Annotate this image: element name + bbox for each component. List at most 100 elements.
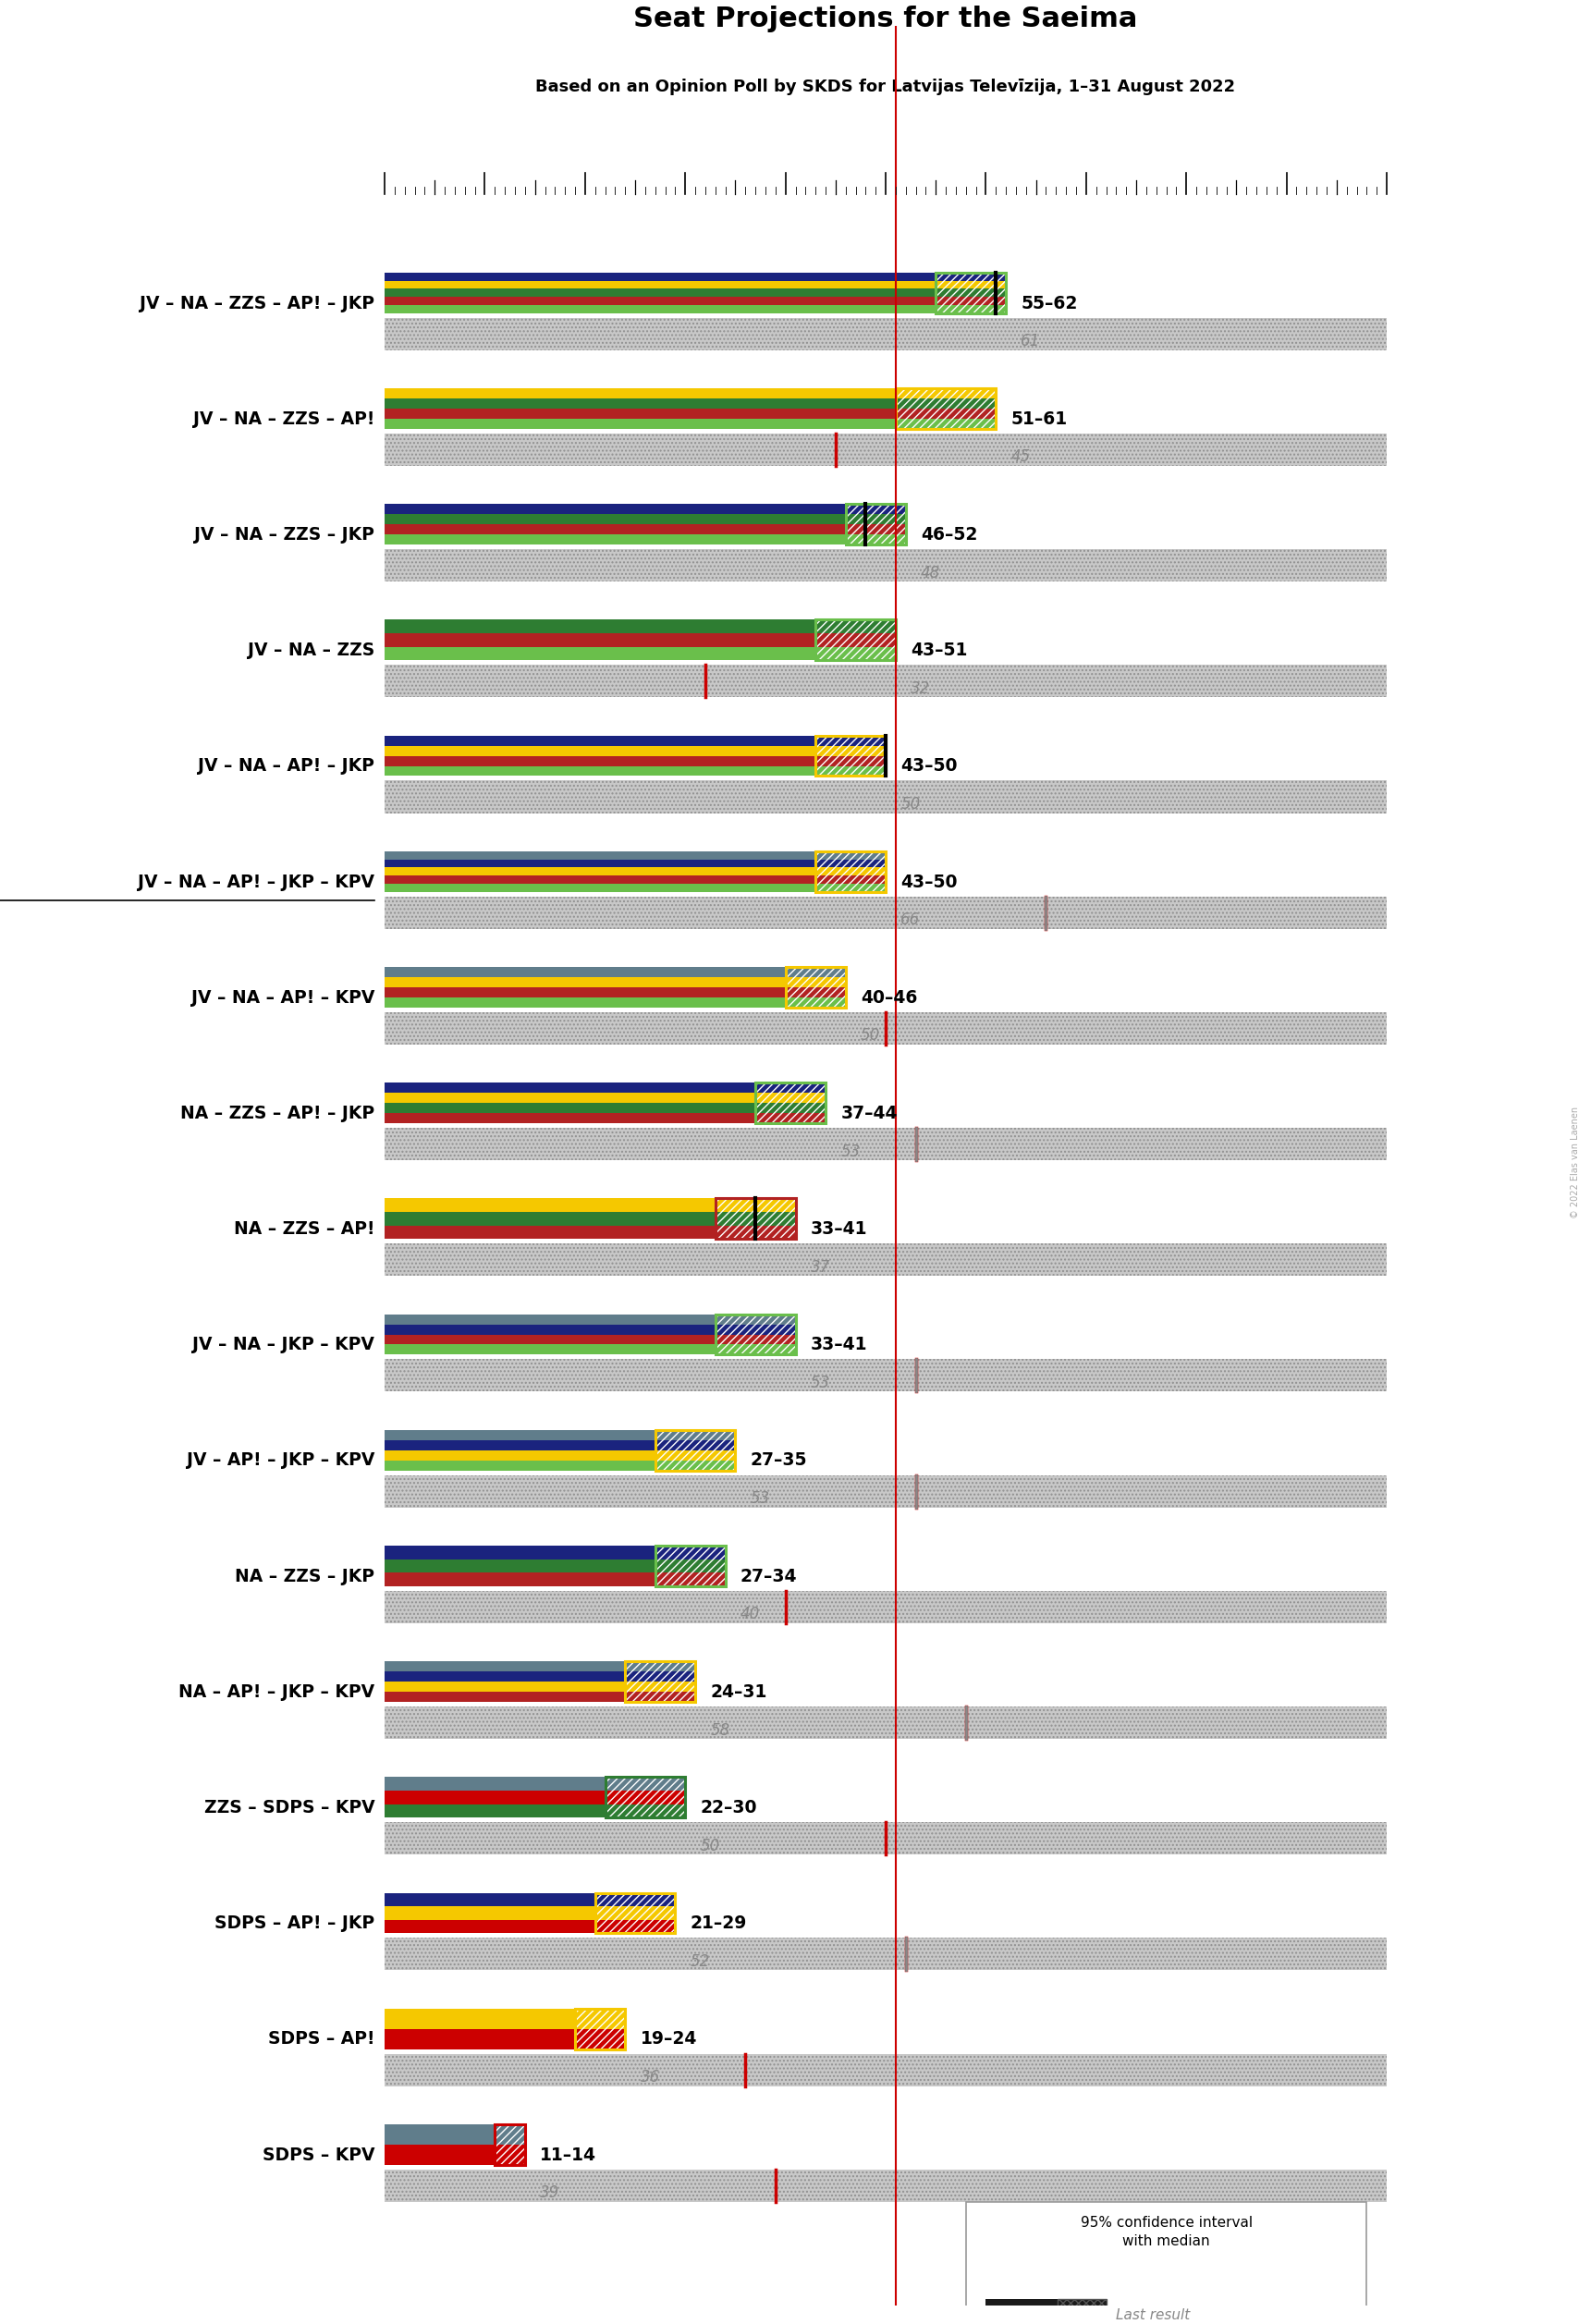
Bar — [385, 535, 905, 544]
Text: Based on an Opinion Poll by SKDS for Latvijas Televīzija, 1–31 August 2022: Based on an Opinion Poll by SKDS for Lat… — [536, 79, 1236, 95]
Bar — [385, 435, 1387, 465]
Bar — [385, 1459, 735, 1471]
Bar — [385, 734, 886, 746]
Bar — [655, 1545, 725, 1559]
Bar — [385, 1092, 826, 1104]
Bar — [716, 1225, 796, 1239]
Bar — [385, 514, 905, 525]
Bar — [385, 525, 905, 535]
Bar — [816, 767, 886, 776]
Bar — [816, 746, 886, 755]
Bar — [385, 288, 1006, 297]
Bar — [816, 876, 886, 883]
Text: 19–24: 19–24 — [640, 2031, 697, 2047]
Text: 53: 53 — [840, 1143, 861, 1160]
Bar — [385, 435, 1387, 465]
Bar — [786, 997, 845, 1009]
Bar — [786, 976, 845, 988]
Text: 48: 48 — [921, 565, 940, 581]
Bar — [385, 1334, 796, 1346]
Bar — [845, 535, 905, 544]
Bar — [385, 1104, 826, 1113]
Bar — [385, 409, 996, 418]
Bar — [385, 665, 1387, 697]
Bar — [845, 525, 905, 535]
Bar — [385, 1325, 796, 1334]
Bar — [816, 634, 896, 646]
Bar — [756, 1083, 826, 1122]
Bar — [816, 876, 886, 883]
Text: 11–14: 11–14 — [539, 2145, 597, 2164]
Bar — [385, 304, 1006, 314]
Bar — [495, 2124, 525, 2164]
Bar — [655, 1573, 725, 1585]
Bar — [896, 397, 996, 409]
Bar — [605, 1789, 686, 1803]
Text: Last result: Last result — [1117, 2308, 1190, 2322]
Bar — [655, 1429, 735, 1471]
Bar — [385, 1199, 796, 1211]
Bar — [845, 525, 905, 535]
Bar — [385, 1683, 695, 1692]
Text: JV – NA – AP! – JKP – KPV: JV – NA – AP! – JKP – KPV — [138, 874, 374, 890]
Bar — [816, 851, 886, 860]
Bar — [385, 867, 886, 876]
Bar — [625, 1662, 695, 1671]
Text: 46–52: 46–52 — [921, 525, 977, 544]
Bar — [574, 2008, 625, 2029]
Bar — [896, 418, 996, 430]
Bar — [595, 1892, 675, 1906]
Bar — [845, 514, 905, 525]
Bar — [574, 2008, 625, 2050]
Bar — [385, 1573, 725, 1585]
Bar — [816, 860, 886, 867]
Bar — [605, 1803, 686, 1817]
Text: 66: 66 — [901, 911, 920, 927]
Text: 33–41: 33–41 — [810, 1220, 867, 1239]
Text: NA – ZZS – AP!: NA – ZZS – AP! — [234, 1220, 374, 1239]
Text: 45: 45 — [1010, 449, 1031, 465]
Bar — [385, 281, 1006, 288]
Bar — [385, 2168, 1387, 2201]
Bar — [385, 1789, 686, 1803]
Bar — [625, 1671, 695, 1683]
Bar — [756, 1092, 826, 1104]
Text: SDPS – AP!: SDPS – AP! — [267, 2031, 374, 2047]
Bar — [786, 976, 845, 988]
Text: 50: 50 — [700, 1838, 721, 1855]
Bar — [716, 1313, 796, 1355]
Bar — [816, 734, 886, 746]
Bar — [385, 755, 886, 767]
Bar — [385, 1013, 1387, 1043]
Bar — [936, 297, 1006, 304]
Bar — [385, 1127, 1387, 1160]
Bar — [385, 1778, 686, 1789]
Text: 43–50: 43–50 — [901, 758, 958, 774]
Bar — [385, 318, 1387, 351]
Bar — [385, 1706, 1387, 1738]
Text: 32: 32 — [910, 681, 931, 697]
Bar — [385, 1822, 1387, 1855]
Bar — [385, 548, 1387, 581]
Bar — [816, 621, 896, 660]
Text: 43–50: 43–50 — [901, 874, 958, 890]
Text: JV – NA – ZZS – AP!: JV – NA – ZZS – AP! — [193, 411, 374, 428]
Bar — [716, 1346, 796, 1355]
Bar — [756, 1113, 826, 1122]
Bar — [845, 504, 905, 544]
Bar — [716, 1334, 796, 1346]
Text: JV – AP! – JKP – KPV: JV – AP! – JKP – KPV — [186, 1452, 374, 1469]
Text: 50: 50 — [861, 1027, 880, 1043]
Bar — [936, 272, 1006, 314]
Bar — [655, 1441, 735, 1450]
Bar — [385, 1822, 1387, 1855]
Text: SDPS – KPV: SDPS – KPV — [263, 2145, 374, 2164]
Bar — [716, 1199, 796, 1239]
Bar — [385, 1559, 725, 1573]
Bar — [385, 1938, 1387, 1971]
Bar — [385, 1590, 1387, 1622]
Bar — [655, 1545, 725, 1559]
Bar — [655, 1459, 735, 1471]
Bar — [385, 272, 1006, 281]
Bar — [786, 988, 845, 997]
